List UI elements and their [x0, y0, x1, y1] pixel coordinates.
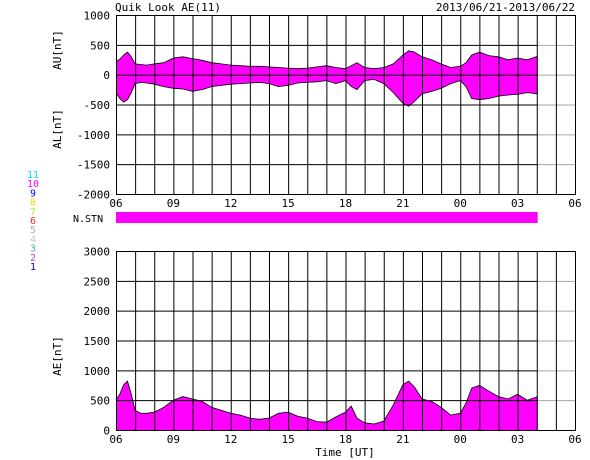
au-ylabel: AU[nT] — [51, 30, 64, 70]
y-tick-label: 1500 — [84, 335, 111, 348]
ae-ylabel: AE[nT] — [51, 336, 64, 376]
station-legend-item: 4 — [30, 234, 36, 245]
x-tick-label: 15 — [282, 197, 295, 210]
x-tick-label: 03 — [511, 197, 524, 210]
y-tick-label: 1000 — [84, 365, 111, 378]
station-legend-item: 6 — [30, 216, 36, 227]
station-legend-item: 11 — [27, 170, 39, 181]
nstn-label: N.STN — [73, 214, 103, 225]
y-tick-label: -500 — [84, 99, 111, 112]
x-axis-label: Time [UT] — [315, 446, 375, 459]
x-tick-label: 15 — [282, 433, 295, 446]
plot-frame — [116, 251, 576, 431]
date-range: 2013/06/21-2013/06/22 — [436, 1, 575, 14]
x-tick-label: 18 — [339, 197, 352, 210]
x-tick-label: 21 — [396, 433, 409, 446]
series-area-0 — [116, 50, 538, 75]
chart-title: Quik Look AE(11) — [115, 1, 221, 14]
series-area-0 — [116, 381, 538, 430]
y-tick-label: 2500 — [84, 275, 111, 288]
station-legend-item: 8 — [30, 198, 36, 209]
series-line-0 — [115, 380, 538, 425]
nstn-bar — [116, 212, 538, 223]
x-tick-label: 00 — [454, 197, 467, 210]
y-tick-label: -1000 — [77, 129, 110, 142]
y-tick-label: 1000 — [84, 10, 111, 23]
y-tick-label: 0 — [103, 69, 110, 82]
x-tick-label: 21 — [396, 197, 409, 210]
plot-frame — [116, 15, 576, 195]
x-tick-label: 06 — [568, 433, 581, 446]
station-legend-item: 1 — [30, 262, 36, 273]
x-tick-label: 18 — [339, 433, 352, 446]
series-line-1 — [115, 78, 538, 107]
y-tick-label: 0 — [103, 425, 110, 438]
y-tick-label: 3000 — [84, 246, 111, 259]
x-tick-label: 12 — [224, 433, 237, 446]
series-line-0 — [115, 50, 538, 70]
station-legend-item: 7 — [30, 207, 36, 218]
x-tick-label: 06 — [568, 197, 581, 210]
x-tick-label: 09 — [167, 197, 180, 210]
station-legend-item: 3 — [30, 244, 36, 255]
x-tick-label: 03 — [511, 433, 524, 446]
y-tick-label: -1500 — [77, 159, 110, 172]
station-legend-item: 5 — [30, 225, 36, 236]
y-tick-label: 500 — [90, 39, 110, 52]
station-legend-item: 9 — [30, 188, 36, 199]
y-tick-label: 2000 — [84, 305, 111, 318]
x-tick-label: 06 — [109, 433, 122, 446]
y-tick-label: 500 — [90, 395, 110, 408]
series-area-1 — [116, 74, 538, 107]
x-tick-label: 06 — [109, 197, 122, 210]
x-tick-label: 12 — [224, 197, 237, 210]
station-legend-item: 10 — [27, 179, 39, 190]
y-tick-label: -2000 — [77, 189, 110, 202]
x-tick-label: 09 — [167, 433, 180, 446]
station-legend-item: 2 — [30, 253, 36, 264]
al-ylabel: AL[nT] — [51, 109, 64, 149]
x-tick-label: 00 — [454, 433, 467, 446]
